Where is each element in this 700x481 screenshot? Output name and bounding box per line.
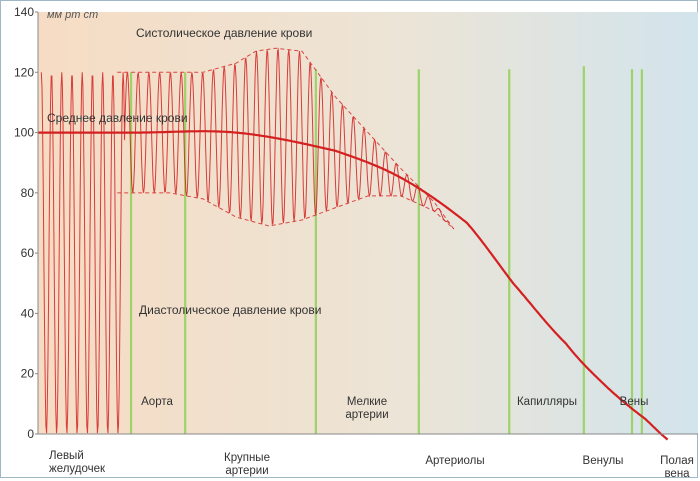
segment-label-bottom: вена <box>664 468 690 480</box>
segment-label-bottom: Полая <box>660 455 694 467</box>
unit-label: мм рт ст <box>47 9 98 21</box>
segment-label-bottom: артерии <box>225 465 268 477</box>
y-tick-label: 20 <box>21 367 35 381</box>
segment-label-top: Мелкие <box>347 396 387 408</box>
y-ticks: 0 20 40 60 80 100 120 140 <box>14 5 38 441</box>
y-tick-label: 100 <box>14 126 34 140</box>
segment-label-bottom: желудочек <box>49 463 106 475</box>
y-tick-label: 120 <box>14 65 34 79</box>
segment-label-bottom: Венулы <box>583 455 624 467</box>
y-tick-label: 0 <box>27 427 34 441</box>
diastolic-annotation: Диастолическое давление крови <box>139 303 321 317</box>
segment-label-bottom: Артериолы <box>425 455 484 467</box>
y-tick-label: 140 <box>14 5 34 19</box>
pressure-oscillation <box>40 47 451 434</box>
systolic-annotation: Систолическое давление крови <box>136 26 312 40</box>
segment-label-top: Капилляры <box>517 396 577 408</box>
y-tick-label: 60 <box>21 246 35 260</box>
segment-label-top: Вены <box>620 396 649 408</box>
segment-label-bottom: Крупные <box>224 452 270 464</box>
y-tick-label: 40 <box>21 306 35 320</box>
segment-label-top: Аорта <box>141 396 173 408</box>
segment-label-top: артерии <box>345 409 388 421</box>
mean-annotation: Среднее давление крови <box>47 111 188 125</box>
y-tick-label: 80 <box>21 186 35 200</box>
pressure-wave <box>40 47 451 434</box>
systolic-envelope <box>117 47 455 230</box>
envelope-lines <box>117 47 455 230</box>
mean-pressure-line <box>38 130 669 441</box>
plot-background <box>38 12 698 434</box>
segment-label-bottom: Левый <box>49 450 84 462</box>
diastolic-envelope <box>117 192 455 230</box>
mean-pressure-curve <box>38 130 669 441</box>
